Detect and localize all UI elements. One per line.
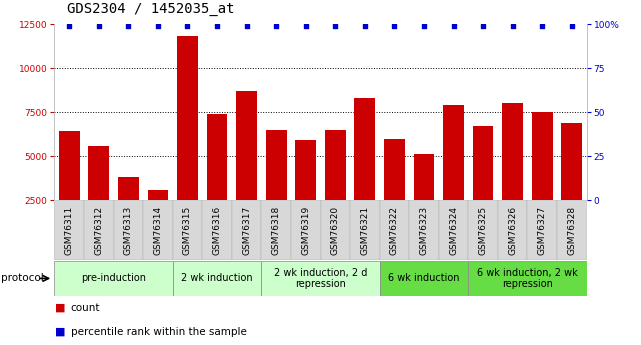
Bar <box>469 200 498 260</box>
Point <box>537 23 547 29</box>
Point <box>301 23 311 29</box>
Text: GSM76328: GSM76328 <box>567 206 576 255</box>
Bar <box>409 200 438 260</box>
Text: GSM76326: GSM76326 <box>508 206 517 255</box>
Text: GSM76313: GSM76313 <box>124 206 133 255</box>
Point <box>94 23 104 29</box>
Point <box>508 23 518 29</box>
Bar <box>203 200 232 260</box>
Bar <box>237 91 257 244</box>
Text: GDS2304 / 1452035_at: GDS2304 / 1452035_at <box>67 2 235 16</box>
Text: GSM76316: GSM76316 <box>213 206 222 255</box>
Bar <box>291 200 320 260</box>
Bar <box>118 177 138 244</box>
Bar <box>113 200 143 260</box>
Point <box>360 23 370 29</box>
Bar <box>59 131 79 244</box>
Point <box>153 23 163 29</box>
Text: GSM76321: GSM76321 <box>360 206 369 255</box>
Bar <box>498 200 528 260</box>
Bar <box>413 154 435 244</box>
Bar <box>262 261 379 296</box>
Bar <box>172 200 203 260</box>
Point <box>123 23 133 29</box>
Text: GSM76324: GSM76324 <box>449 206 458 255</box>
Point <box>183 23 193 29</box>
Bar <box>528 200 557 260</box>
Bar <box>557 200 587 260</box>
Text: GSM76322: GSM76322 <box>390 206 399 255</box>
Point <box>212 23 222 29</box>
Bar <box>296 140 316 244</box>
Text: ■: ■ <box>54 327 65 337</box>
Bar <box>562 123 582 244</box>
Bar <box>354 98 375 244</box>
Bar <box>532 112 553 244</box>
Bar <box>503 104 523 244</box>
Text: 6 wk induction: 6 wk induction <box>388 274 460 283</box>
Text: GSM76323: GSM76323 <box>419 206 428 255</box>
Bar <box>143 200 172 260</box>
Text: GSM76318: GSM76318 <box>272 206 281 255</box>
Bar <box>472 126 494 244</box>
Bar <box>54 261 172 296</box>
Text: percentile rank within the sample: percentile rank within the sample <box>71 327 246 337</box>
Text: GSM76327: GSM76327 <box>538 206 547 255</box>
Bar <box>206 114 228 244</box>
Bar <box>320 200 350 260</box>
Bar <box>177 37 198 244</box>
Text: 6 wk induction, 2 wk
repression: 6 wk induction, 2 wk repression <box>477 268 578 289</box>
Text: GSM76314: GSM76314 <box>153 206 162 255</box>
Point <box>419 23 429 29</box>
Text: GSM76311: GSM76311 <box>65 206 74 255</box>
Point <box>64 23 74 29</box>
Point <box>448 23 458 29</box>
Bar <box>443 105 464 244</box>
Bar <box>379 261 469 296</box>
Text: GSM76315: GSM76315 <box>183 206 192 255</box>
Text: ■: ■ <box>54 303 65 313</box>
Bar <box>232 200 262 260</box>
Bar <box>262 200 291 260</box>
Point <box>242 23 252 29</box>
Text: GSM76319: GSM76319 <box>301 206 310 255</box>
Bar <box>147 189 169 244</box>
Text: GSM76312: GSM76312 <box>94 206 103 255</box>
Bar <box>266 130 287 244</box>
Bar <box>172 261 262 296</box>
Point <box>271 23 281 29</box>
Text: protocol: protocol <box>1 274 44 283</box>
Text: pre-induction: pre-induction <box>81 274 146 283</box>
Bar <box>469 261 587 296</box>
Bar <box>325 130 345 244</box>
Text: GSM76320: GSM76320 <box>331 206 340 255</box>
Point <box>567 23 577 29</box>
Point <box>389 23 399 29</box>
Text: 2 wk induction, 2 d
repression: 2 wk induction, 2 d repression <box>274 268 367 289</box>
Bar <box>379 200 409 260</box>
Text: GSM76325: GSM76325 <box>479 206 488 255</box>
Bar <box>84 200 113 260</box>
Bar <box>54 200 84 260</box>
Point <box>330 23 340 29</box>
Bar <box>88 146 109 244</box>
Bar <box>384 138 404 244</box>
Text: count: count <box>71 303 100 313</box>
Bar <box>350 200 379 260</box>
Point <box>478 23 488 29</box>
Text: 2 wk induction: 2 wk induction <box>181 274 253 283</box>
Text: GSM76317: GSM76317 <box>242 206 251 255</box>
Bar <box>438 200 469 260</box>
